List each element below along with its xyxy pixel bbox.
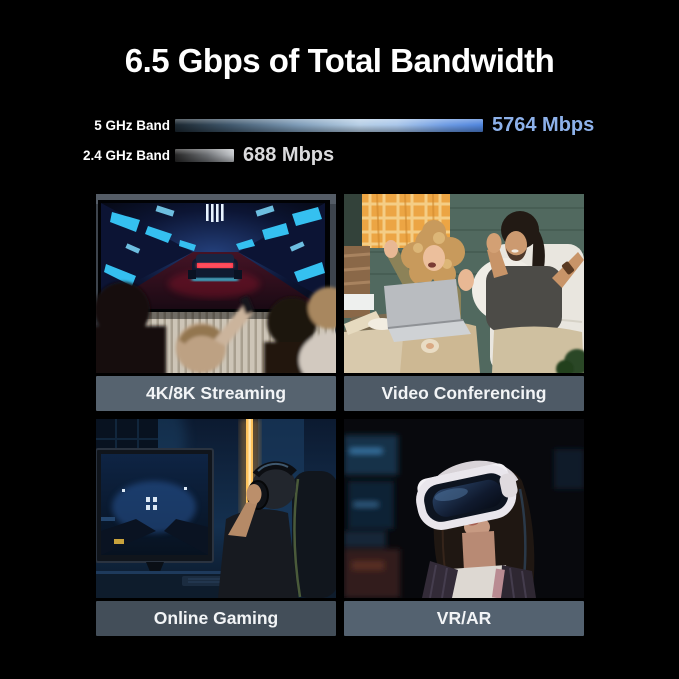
band-label-24ghz: 2.4 GHz Band — [82, 147, 170, 163]
blurred-screens — [344, 435, 584, 598]
wooden-chair — [344, 246, 374, 318]
plaid-shirt — [422, 561, 536, 598]
band-label-5ghz: 5 GHz Band — [94, 117, 170, 133]
feature-cell-streaming: 4K/8K Streaming — [96, 194, 336, 411]
feature-label-vr: VR/AR — [344, 601, 584, 636]
vr-photo — [344, 419, 584, 598]
feature-label-text: Online Gaming — [153, 608, 279, 628]
feature-label-gaming: Online Gaming — [96, 601, 336, 636]
page-title: 6.5 Gbps of Total Bandwidth — [124, 42, 555, 79]
feature-label-text: Video Conferencing — [381, 383, 547, 403]
feature-grid: 4K/8K Streaming — [96, 194, 584, 636]
band-row-5ghz: 5 GHz Band 5764 Mbps — [0, 110, 679, 140]
vr-headset — [416, 460, 519, 530]
feature-label-streaming: 4K/8K Streaming — [96, 376, 336, 411]
feature-cell-videoconf: Video Conferencing — [344, 194, 584, 411]
plant — [556, 349, 584, 373]
gamer — [218, 461, 298, 598]
laptop — [384, 279, 471, 342]
band-value-5ghz: 5764 Mbps — [492, 113, 595, 136]
feature-label-videoconf: Video Conferencing — [344, 376, 584, 411]
gaming-chair — [292, 471, 336, 598]
feature-cell-gaming: Online Gaming — [96, 419, 336, 636]
streaming-photo — [96, 194, 336, 373]
band-value-24ghz: 688 Mbps — [243, 143, 335, 166]
feature-label-text: VR/AR — [436, 608, 492, 628]
feature-label-text: 4K/8K Streaming — [145, 383, 287, 403]
vr-user — [416, 460, 536, 598]
monitor — [96, 448, 214, 574]
gaming-photo — [96, 419, 336, 598]
woman-waving — [384, 220, 480, 373]
bandwidth-chart: 5 GHz Band 5764 Mbps 2.4 GHz Band 688 Mb… — [0, 110, 679, 170]
feature-cell-vr: VR/AR — [344, 419, 584, 636]
race-car — [188, 254, 242, 281]
band-bar-24ghz — [175, 148, 234, 162]
audience-silhouettes — [96, 282, 336, 373]
band-row-24ghz: 2.4 GHz Band 688 Mbps — [0, 140, 679, 170]
band-bar-5ghz — [175, 118, 483, 132]
videoconf-photo — [344, 194, 584, 373]
